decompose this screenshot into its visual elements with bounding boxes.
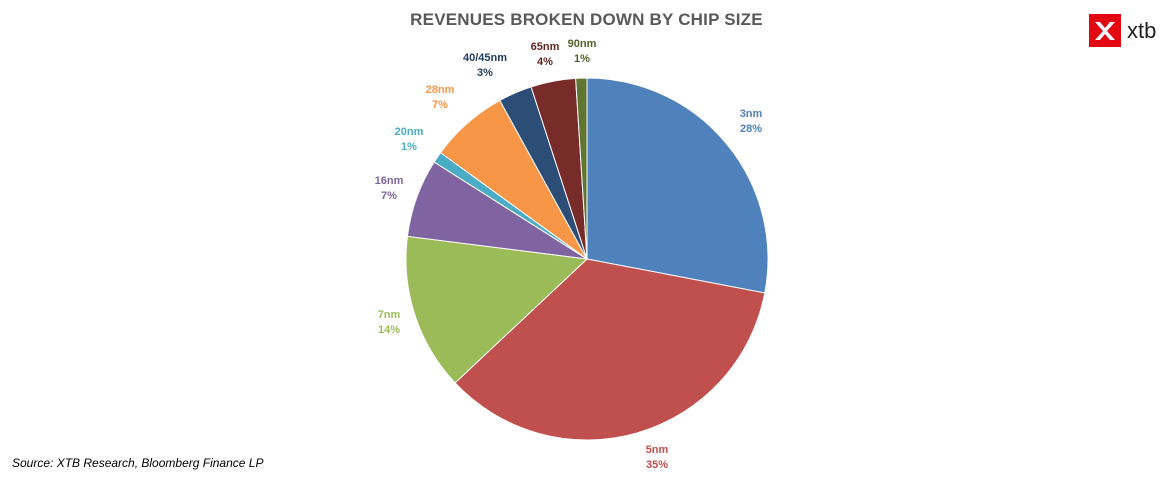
slice-category-label: 5nm (646, 444, 669, 456)
slice-value-label: 7% (381, 190, 397, 202)
slice-value-label: 14% (378, 324, 400, 336)
slice-value-label: 1% (574, 53, 590, 65)
pie-slice-90nm (575, 77, 588, 260)
slice-category-label: 16nm (375, 175, 404, 187)
pie-slices (405, 77, 769, 441)
xtb-logo-text: xtb (1127, 17, 1157, 43)
slice-value-label: 3% (477, 67, 493, 79)
slice-category-label: 20nm (395, 126, 424, 138)
slice-value-label: 7% (432, 99, 448, 111)
chart-title: REVENUES BROKEN DOWN BY CHIP SIZE (410, 10, 763, 29)
slice-value-label: 28% (740, 123, 762, 135)
slice-value-label: 4% (537, 56, 553, 68)
slice-category-label: 3nm (740, 108, 763, 120)
slice-category-label: 28nm (426, 84, 455, 96)
pie-slice-3nm (586, 77, 769, 294)
xtb-logo-mark-icon (1089, 14, 1121, 47)
pie-slice-5nm (454, 258, 766, 441)
slice-category-label: 40/45nm (463, 52, 507, 64)
slice-category-label: 7nm (378, 309, 401, 321)
slice-category-label: 90nm (568, 38, 597, 50)
slice-category-label: 65nm (531, 41, 560, 53)
slice-value-label: 1% (401, 141, 417, 153)
source-note: Source: XTB Research, Bloomberg Finance … (12, 456, 264, 470)
slice-value-label: 35% (646, 459, 668, 471)
pie-data-labels: 3nm 28% 5nm 35% 7nm 14% 16nm 7% 20nm 1% 28nm 7% 40/4… (375, 38, 763, 471)
xtb-logo: xtb (1089, 14, 1156, 47)
pie-slice-7nm (405, 235, 589, 384)
